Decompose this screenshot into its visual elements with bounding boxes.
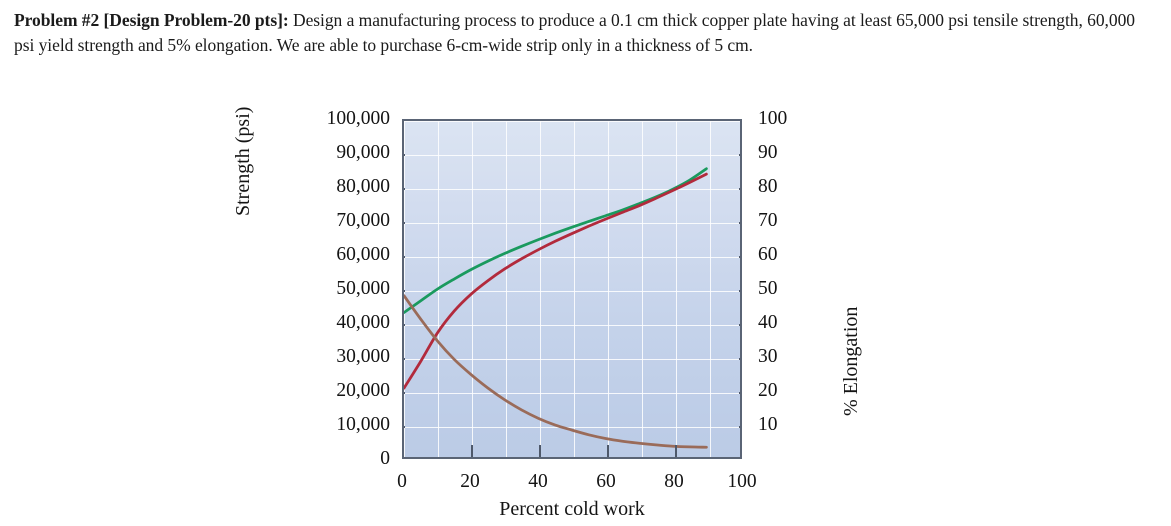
y-axis-left-tick-label: 60,000 (336, 244, 390, 265)
x-axis-tickmark (538, 445, 542, 457)
y-axis-left-tickmark (404, 289, 405, 293)
y-axis-right-tickmark (739, 187, 740, 191)
y-axis-right-tick-label: 30 (758, 346, 778, 367)
y-axis-right-tick-label: 20 (758, 380, 778, 401)
y-axis-left-tick-label: 100,000 (326, 108, 390, 129)
x-axis-tick-label: 60 (596, 471, 616, 492)
x-axis-ticks: 0 20 40 60 80 100 (397, 469, 757, 495)
x-axis-title: Percent cold work (499, 498, 645, 520)
y-axis-right-tick-label: 40 (758, 312, 778, 333)
x-axis-tick-label: 80 (664, 471, 684, 492)
y-axis-right-title: % Elongation (840, 306, 862, 416)
y-axis-left-tick-label: 20,000 (336, 380, 390, 401)
y-axis-right-tickmark (739, 153, 740, 157)
y-axis-right-tick-label: 60 (758, 244, 778, 265)
problem-statement-body: Design a manufacturing process to produc… (14, 10, 1135, 56)
problem-statement-lead: Problem #2 [Design Problem-20 pts]: (14, 10, 289, 30)
y-axis-right-tickmark (739, 391, 740, 395)
x-axis-tickmark (470, 445, 474, 457)
y-axis-left-tick-label: 50,000 (336, 278, 390, 299)
y-axis-left-tick-label: 0 (380, 448, 390, 469)
y-axis-left-tick-label: 90,000 (336, 142, 390, 163)
y-axis-left-ticks: 100,000 90,000 80,000 70,000 60,000 50,000 40,… (286, 109, 390, 468)
x-axis-tick-label: 0 (397, 471, 407, 492)
y-axis-right-ticks: 100 90 80 70 60 50 40 30 20 10 (758, 109, 838, 459)
y-axis-right-tick-label: 10 (758, 414, 778, 435)
series-curve-yield-strength (404, 172, 708, 390)
y-axis-left-tickmark (404, 323, 405, 327)
y-axis-right-tickmark (739, 255, 740, 259)
problem-statement: Problem #2 [Design Problem-20 pts]: Desi… (14, 8, 1154, 58)
x-axis-tickmark (606, 445, 610, 457)
x-axis-tick-label: 20 (460, 471, 480, 492)
y-axis-left-tick-label: 10,000 (336, 414, 390, 435)
plot-series-layer (404, 167, 708, 449)
y-axis-left-tickmark (404, 255, 405, 259)
y-axis-right-tickmark (739, 289, 740, 293)
y-axis-left-tick-label: 80,000 (336, 176, 390, 197)
y-axis-left-title: Strength (psi) (232, 106, 254, 216)
y-axis-left-tickmark (404, 187, 405, 191)
y-axis-right-tick-label: 90 (758, 142, 778, 163)
y-axis-left-tick-label: 30,000 (336, 346, 390, 367)
y-axis-right-tick-label: 100 (758, 108, 788, 129)
x-axis-tick-label: 40 (528, 471, 548, 492)
y-axis-right-tickmark (739, 221, 740, 225)
y-axis-right-tick-label: 70 (758, 210, 778, 231)
y-axis-left-tick-label: 70,000 (336, 210, 390, 231)
plot-area: Tensile strength Yield strength % Elonga… (402, 119, 742, 459)
cold-work-property-chart: Strength (psi) % Elongation Percent cold… (0, 96, 1171, 526)
y-axis-left-tick-label: 40,000 (336, 312, 390, 333)
y-axis-left-tickmark (404, 425, 405, 429)
x-axis-tickmark (674, 445, 678, 457)
y-axis-left-tickmark (404, 221, 405, 225)
y-axis-right-tickmark (739, 425, 740, 429)
series-curve-elongation (404, 294, 708, 449)
y-axis-right-tickmark (739, 323, 740, 327)
y-axis-left-tickmark (404, 391, 405, 395)
x-axis-tick-label: 100 (727, 471, 757, 492)
y-axis-left-tickmark (404, 357, 405, 361)
y-axis-left-tickmark (404, 153, 405, 157)
y-axis-right-tick-label: 80 (758, 176, 778, 197)
y-axis-right-tickmark (739, 357, 740, 361)
y-axis-right-tick-label: 50 (758, 278, 778, 299)
